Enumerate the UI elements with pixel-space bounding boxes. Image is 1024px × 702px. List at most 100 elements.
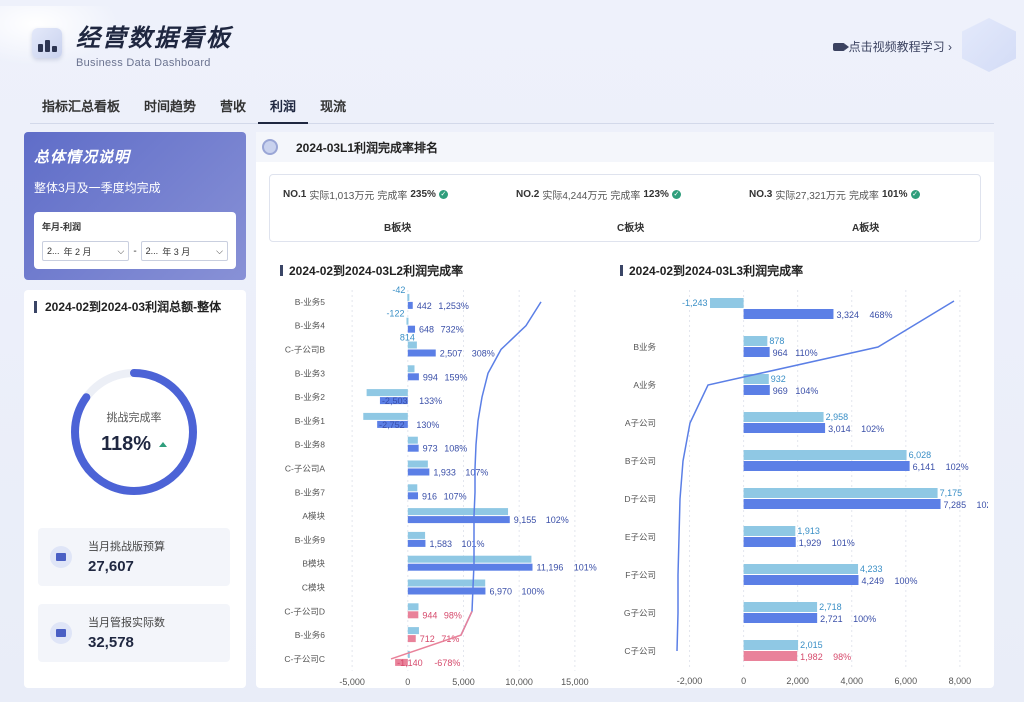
rank-number: NO.3 — [749, 189, 773, 200]
rate-label: 101% — [574, 563, 597, 573]
budget-bar — [407, 603, 419, 611]
y-tick-label: B-业务1 — [295, 416, 326, 426]
actual-bar — [743, 347, 770, 357]
y-tick-label: B-业务5 — [295, 297, 326, 307]
actual-bar — [407, 611, 419, 619]
actual-value-label: 1,929 — [799, 538, 822, 548]
budget-bar — [743, 450, 907, 460]
rank-rate-label: 完成率 — [848, 191, 879, 202]
y-tick-label: F子公司 — [625, 570, 656, 580]
x-tick-label: -5,000 — [339, 677, 365, 686]
tab-revenue[interactable]: 营收 — [220, 99, 247, 114]
actual-bar — [407, 539, 426, 547]
rate-label: 100% — [894, 576, 917, 586]
x-tick-label: 10,000 — [505, 677, 533, 686]
actual-bar — [407, 587, 486, 595]
rate-label: 110% — [795, 348, 817, 358]
budget-bar — [709, 298, 744, 308]
actual-value-label: 648 — [419, 325, 434, 335]
budget-bar — [407, 555, 532, 563]
actual-value-label: 442 — [417, 301, 432, 311]
rate-label: 100% — [853, 614, 876, 624]
summary-title: 总体情况说明 — [34, 149, 131, 166]
tab-indicator-summary[interactable]: 指标汇总看板 — [42, 99, 121, 114]
ring-label: 挑战完成率 — [106, 411, 162, 424]
budget-bar — [407, 484, 418, 492]
budget-bar — [743, 640, 799, 650]
app-header: 经营数据看板 Business Data Dashboard — [32, 18, 232, 69]
actual-value-label: 973 — [423, 444, 438, 454]
rank-rate-label: 完成率 — [377, 191, 408, 202]
tutorial-link[interactable]: 点击视频教程学习 › — [832, 38, 952, 55]
rank-rate: 123% — [643, 189, 669, 200]
from-month-select[interactable]: 2... 年 2 月 ⌵ — [42, 241, 130, 261]
actual-value-label: 7,285 — [944, 500, 967, 510]
rate-label: 102% — [861, 424, 884, 434]
actual-bar — [743, 537, 796, 547]
budget-bar — [407, 531, 426, 539]
x-tick-label: 15,000 — [561, 677, 589, 686]
x-tick-label: 0 — [741, 676, 746, 686]
budget-bar — [743, 336, 768, 346]
x-tick-label: -2,000 — [677, 676, 703, 686]
rate-label: 108% — [444, 444, 467, 454]
y-tick-label: A模块 — [302, 511, 325, 521]
rank-actual: 实际27,321万元 — [775, 191, 846, 202]
y-tick-label: C-子公司D — [284, 606, 325, 616]
tab-time-trend[interactable]: 时间趋势 — [144, 99, 197, 114]
rank-name: B板块 — [384, 223, 412, 234]
budget-bar — [407, 365, 415, 373]
actual-value-label: 11,196 — [537, 563, 564, 573]
actual-bar — [743, 385, 770, 395]
y-tick-label: B模块 — [302, 559, 325, 569]
actual-bar — [743, 309, 834, 319]
to-month-select[interactable]: 2... 年 3 月 ⌵ — [140, 241, 228, 261]
summary-text: 整体3月及一季度均完成 — [34, 181, 161, 195]
chevron-down-icon: ⌵ — [216, 245, 223, 256]
tab-cash-flow[interactable]: 现流 — [320, 99, 347, 114]
rate-label: 101% — [461, 539, 484, 549]
actual-bar — [743, 613, 818, 623]
rank-name: C板块 — [617, 223, 645, 234]
metric-label: 当月挑战版预算 — [88, 541, 165, 553]
rank-actual: 实际1,013万元 — [309, 191, 375, 202]
y-tick-label: B-业务6 — [295, 630, 326, 640]
rank-item: NO.1 实际1,013万元 完成率 235% ✓ — [283, 187, 448, 202]
actual-value-label: 1,583 — [429, 539, 452, 549]
y-tick-label: D子公司 — [624, 494, 656, 504]
rank-rate: 101% — [881, 189, 908, 200]
actual-value-label: 9,155 — [514, 515, 537, 525]
rate-label: 98% — [833, 652, 851, 662]
l2-bar-chart: -5,000 0 5,000 10,000 15,000 B-业务5 -42 442 1,253… — [284, 285, 597, 686]
page-subtitle: Business Data Dashboard — [76, 56, 211, 69]
completion-ring: 挑战完成率 118% — [68, 366, 200, 498]
budget-value-label: -122 — [386, 309, 404, 319]
budget-value-label: 932 — [771, 374, 786, 384]
rank-number: NO.1 — [283, 189, 307, 200]
l2-chart-title-text: 2024-02到2024-03L2利润完成率 — [289, 264, 464, 278]
actual-bar — [407, 516, 510, 524]
actual-value-label: 4,249 — [861, 576, 884, 586]
tab-profit[interactable]: 利润 — [258, 96, 309, 124]
budget-bar — [406, 317, 409, 325]
y-tick-label: B-业务2 — [295, 392, 326, 402]
actual-bar — [743, 575, 859, 585]
profit-total-title: 2024-02到2024-03利润总额-整体 — [45, 300, 222, 314]
l2-chart-title: 2024-02到2024-03L2利润完成率 — [280, 262, 463, 279]
rank-name: A板块 — [852, 223, 880, 234]
video-camera-icon — [832, 42, 849, 51]
summary-card: 总体情况说明 整体3月及一季度均完成 年月-利润 2... 年 2 月 ⌵ - … — [24, 132, 246, 280]
main-panel: 2024-03L1利润完成率排名 NO.1 实际1,013万元 完成率 235% ✓ B… — [256, 132, 994, 688]
actual-value-label: 1,933 — [433, 468, 456, 478]
profit-total-card: 2024-02到2024-03利润总额-整体 挑战完成率 118% 当月挑战版预… — [24, 290, 246, 688]
rate-label: 98% — [444, 610, 462, 620]
budget-bar — [407, 627, 419, 635]
y-tick-label: C模块 — [302, 583, 326, 593]
actual-value-label: 964 — [773, 348, 788, 358]
rate-trend-line-negative — [390, 610, 473, 660]
ring-chart — [71, 369, 197, 495]
budget-bar — [407, 579, 486, 587]
y-tick-label: C子公司 — [624, 646, 656, 656]
budget-bar — [407, 293, 410, 301]
budget-value-label: 2,015 — [800, 640, 823, 650]
